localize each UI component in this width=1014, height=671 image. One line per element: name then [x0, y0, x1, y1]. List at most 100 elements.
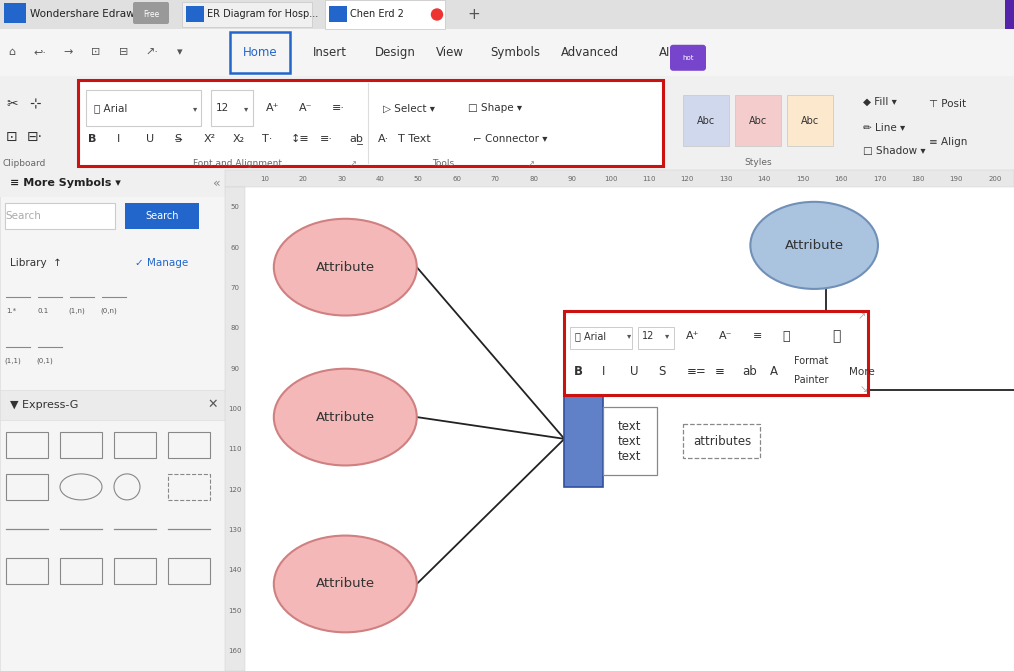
Text: ✂: ✂ — [6, 97, 18, 111]
Text: 40: 40 — [375, 176, 384, 182]
Text: 80: 80 — [529, 176, 538, 182]
Text: Search: Search — [145, 211, 178, 221]
Text: 190: 190 — [949, 176, 963, 182]
Text: ≡·: ≡· — [332, 103, 345, 113]
Bar — [6, 432, 48, 458]
Bar — [125, 203, 199, 229]
Text: 12: 12 — [216, 103, 229, 113]
Text: ⊟·: ⊟· — [27, 130, 43, 144]
Text: View: View — [436, 46, 464, 59]
Bar — [0, 0, 1014, 29]
Text: 🖌: 🖌 — [783, 329, 790, 343]
Text: A⁻: A⁻ — [719, 331, 733, 341]
Text: Wondershare EdrawMax: Wondershare EdrawMax — [30, 9, 156, 19]
Text: ≡=: ≡= — [686, 365, 706, 378]
Text: →: → — [63, 48, 73, 58]
Text: Advanced: Advanced — [561, 46, 620, 59]
Text: I: I — [602, 365, 605, 378]
Text: 100: 100 — [603, 176, 618, 182]
Text: ≡ More Symbols ▾: ≡ More Symbols ▾ — [10, 178, 121, 189]
Text: ⊡: ⊡ — [6, 130, 18, 144]
Text: ▼ Express-G: ▼ Express-G — [10, 400, 78, 410]
Text: ≡·: ≡· — [320, 134, 333, 144]
Text: 🔍 Arial: 🔍 Arial — [94, 103, 128, 113]
Text: 50: 50 — [231, 205, 239, 211]
Bar — [168, 558, 210, 584]
Text: 110: 110 — [228, 446, 242, 452]
Text: U: U — [146, 134, 154, 144]
Bar — [6, 474, 48, 500]
Text: S̶: S̶ — [175, 134, 183, 144]
Text: ▾: ▾ — [665, 331, 669, 341]
Bar — [602, 407, 657, 475]
Text: A⁺: A⁺ — [266, 103, 280, 113]
FancyBboxPatch shape — [670, 45, 706, 70]
Text: ◆ Fill ▾: ◆ Fill ▾ — [863, 97, 896, 107]
Text: 50: 50 — [414, 176, 423, 182]
Bar — [0, 29, 1014, 76]
Bar — [168, 432, 210, 458]
Bar — [4, 3, 26, 23]
Text: 80: 80 — [231, 325, 239, 331]
Text: Styles: Styles — [744, 158, 772, 167]
Text: 200: 200 — [988, 176, 1002, 182]
Text: ▷ Select ▾: ▷ Select ▾ — [383, 103, 435, 113]
Bar — [245, 187, 1014, 671]
Text: +: + — [467, 7, 480, 22]
Bar — [6, 558, 48, 584]
Text: 100: 100 — [228, 406, 242, 412]
Text: attributes: attributes — [693, 435, 751, 448]
Text: Attribute: Attribute — [315, 260, 375, 274]
Bar — [325, 0, 445, 29]
Bar — [225, 170, 1014, 187]
Text: A⁻: A⁻ — [299, 103, 312, 113]
Text: Attribute: Attribute — [785, 239, 844, 252]
Text: Font and Alignment: Font and Alignment — [194, 159, 283, 168]
Bar — [787, 95, 832, 146]
Text: T·: T· — [262, 134, 273, 144]
Text: ≡: ≡ — [714, 365, 724, 378]
Text: 130: 130 — [228, 527, 242, 533]
Text: T Text: T Text — [399, 134, 431, 144]
Text: ✕: ✕ — [207, 399, 218, 411]
Text: 20: 20 — [298, 176, 307, 182]
Text: X₂: X₂ — [233, 134, 245, 144]
FancyBboxPatch shape — [133, 2, 169, 24]
Text: ⊟: ⊟ — [120, 48, 129, 58]
Text: (0,n): (0,n) — [100, 308, 117, 315]
Text: More: More — [850, 366, 875, 376]
Text: (0,1): (0,1) — [37, 358, 53, 364]
Text: Abc: Abc — [749, 116, 768, 126]
Bar — [0, 170, 225, 197]
Text: Search: Search — [5, 211, 41, 221]
Text: □ Shadow ▾: □ Shadow ▾ — [863, 146, 926, 156]
Text: A: A — [771, 365, 779, 378]
Text: 🔍 Arial: 🔍 Arial — [575, 331, 606, 341]
Text: ⊡: ⊡ — [91, 48, 100, 58]
Text: 70: 70 — [231, 285, 239, 291]
Bar — [0, 390, 225, 420]
Text: ⌐ Connector ▾: ⌐ Connector ▾ — [473, 134, 548, 144]
Bar — [0, 170, 225, 671]
Bar — [570, 327, 633, 349]
Text: 120: 120 — [228, 486, 242, 493]
Bar — [114, 558, 156, 584]
Text: Design: Design — [374, 46, 416, 59]
Text: 10: 10 — [261, 176, 269, 182]
Text: Abc: Abc — [697, 116, 715, 126]
Text: 110: 110 — [642, 176, 656, 182]
Text: A·: A· — [378, 134, 389, 144]
Text: ER Diagram for Hosp...: ER Diagram for Hosp... — [207, 9, 318, 19]
Text: Clipboard: Clipboard — [2, 159, 46, 168]
Text: B: B — [574, 365, 583, 378]
Bar — [1005, 0, 1014, 29]
Bar — [60, 432, 102, 458]
Text: ✏ Line ▾: ✏ Line ▾ — [863, 123, 906, 133]
Ellipse shape — [274, 369, 417, 466]
Text: 120: 120 — [680, 176, 694, 182]
Text: 150: 150 — [228, 607, 242, 613]
Text: 12: 12 — [642, 331, 655, 341]
Bar — [683, 424, 760, 458]
Text: ↗: ↗ — [350, 159, 357, 168]
Text: ⌂: ⌂ — [8, 48, 15, 58]
